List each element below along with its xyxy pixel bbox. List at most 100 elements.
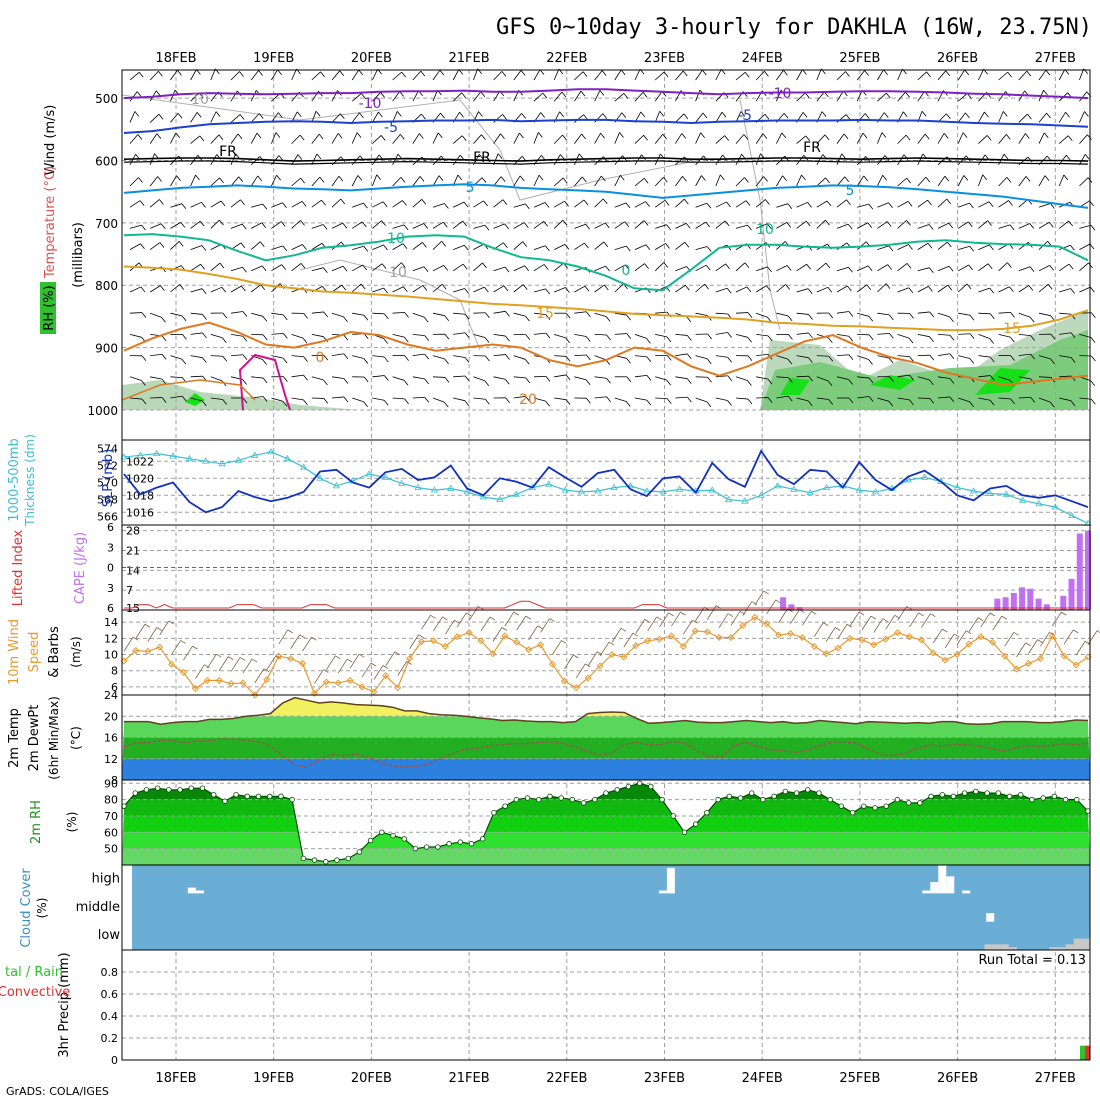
wind-barb bbox=[957, 175, 965, 187]
wind-speed-point bbox=[394, 684, 402, 692]
wind-barb bbox=[735, 200, 747, 208]
wind-barb-flag bbox=[821, 111, 827, 117]
wind-barb-10m-flag bbox=[489, 616, 496, 621]
wind-barb-flag bbox=[222, 399, 228, 405]
wind-barb bbox=[877, 264, 888, 272]
wind-barb bbox=[1038, 283, 1049, 293]
wind-barb-flag bbox=[363, 358, 369, 364]
wind-barb bbox=[352, 312, 365, 316]
wind-barb bbox=[432, 69, 441, 81]
wind-barb bbox=[998, 262, 1008, 272]
wind-barb bbox=[129, 91, 138, 102]
wind-barb-flag bbox=[1068, 263, 1074, 270]
wind-barb bbox=[735, 376, 748, 381]
wind-barb-10m bbox=[1016, 642, 1026, 658]
wind-barb bbox=[170, 203, 182, 208]
wind-barb-flag bbox=[843, 133, 849, 140]
wind-barb bbox=[170, 284, 180, 293]
wind-barb-flag bbox=[1043, 89, 1048, 96]
wind-barb-flag bbox=[726, 201, 731, 208]
wind-barb-flag bbox=[138, 72, 144, 78]
wind-barb-flag bbox=[808, 314, 813, 320]
wind-barb bbox=[1058, 112, 1066, 123]
wind-barb bbox=[816, 200, 828, 208]
rh-point bbox=[513, 796, 520, 803]
wind-barb-flag bbox=[258, 70, 263, 76]
wind-barb-flag bbox=[908, 287, 914, 293]
wind-barb bbox=[978, 244, 990, 250]
wind-barb bbox=[857, 396, 870, 399]
wind-barb-10m-flag bbox=[311, 636, 317, 641]
wind-barb-flag bbox=[461, 135, 467, 141]
thickness-point bbox=[806, 488, 814, 496]
wind-barb-10m-flag bbox=[168, 620, 174, 625]
wind-barb-flag bbox=[906, 263, 912, 269]
rh-point bbox=[805, 787, 811, 793]
wind-barb bbox=[432, 240, 442, 250]
wind-barb bbox=[412, 285, 424, 293]
wind-barb-10m bbox=[302, 636, 312, 652]
rh-tick-label: 50 bbox=[104, 843, 118, 856]
temp-tick-label: 16 bbox=[104, 732, 118, 745]
temp-tick-label: 20 bbox=[104, 710, 118, 723]
wind-barb-flag bbox=[707, 376, 712, 383]
wind-barb-flag bbox=[504, 223, 510, 230]
wind-barb bbox=[816, 397, 829, 400]
wind-barb-flag bbox=[845, 114, 851, 120]
wind-barb-10m bbox=[516, 615, 527, 631]
wind-barb-flag bbox=[949, 378, 955, 384]
wind-barb-flag bbox=[462, 220, 467, 227]
wind-barb-flag bbox=[199, 220, 205, 227]
wind-speed-point bbox=[882, 635, 890, 643]
wind-barb-flag bbox=[848, 267, 853, 273]
wind-barb-flag bbox=[868, 316, 874, 322]
thickness-point bbox=[871, 488, 880, 495]
rh-point bbox=[973, 788, 979, 795]
wind-barb-10m bbox=[980, 612, 991, 628]
wind-barb-flag bbox=[464, 313, 470, 320]
wind-barb bbox=[1059, 397, 1071, 402]
thickness-point bbox=[398, 479, 406, 486]
wind-barb bbox=[816, 376, 829, 382]
wind-barb bbox=[594, 198, 604, 208]
wind-barb bbox=[432, 376, 446, 378]
wind-barb-flag bbox=[141, 312, 147, 318]
wind-barb-flag bbox=[218, 134, 224, 141]
wind-barb-flag bbox=[989, 338, 994, 344]
thickness-point bbox=[218, 460, 226, 467]
wind-barb bbox=[453, 312, 466, 315]
wind-barb-flag bbox=[1010, 312, 1015, 318]
wind-barb bbox=[978, 334, 990, 339]
wind-speed-point bbox=[537, 641, 545, 649]
wind-barb bbox=[210, 111, 217, 123]
wind-barb-flag bbox=[137, 134, 143, 140]
wind-barb bbox=[553, 91, 563, 102]
wind-barb-10m-flag bbox=[430, 614, 436, 619]
wind-barb bbox=[937, 241, 948, 250]
wind-barb-flag bbox=[1050, 358, 1055, 365]
rh-point bbox=[950, 793, 957, 800]
wind-barb bbox=[917, 376, 930, 381]
wind-barb-flag bbox=[826, 200, 832, 207]
wind-barb-flag bbox=[925, 176, 931, 183]
wind-barb-flag bbox=[582, 71, 588, 77]
y-axis-units: (millibars) bbox=[71, 222, 86, 288]
wind-barb-10m-flag bbox=[680, 611, 686, 616]
cloud-bar-low bbox=[1049, 947, 1058, 950]
wind-barb bbox=[836, 223, 849, 229]
wind-barb-10m bbox=[397, 661, 408, 676]
wind-barb-flag bbox=[419, 176, 425, 182]
panel-frame bbox=[121, 949, 1091, 1061]
wind-barb bbox=[412, 176, 421, 187]
wind-barb-flag bbox=[502, 114, 507, 120]
wind-barb bbox=[1079, 111, 1085, 123]
wind-barb bbox=[836, 376, 849, 380]
wind-barb-flag bbox=[422, 285, 428, 291]
wind-barb-flag bbox=[828, 399, 834, 405]
wind-barb bbox=[796, 69, 803, 81]
wind-barb bbox=[210, 177, 220, 187]
wind-barb-flag bbox=[868, 377, 874, 384]
wind-barb-flag bbox=[584, 242, 589, 249]
wind-barb-flag bbox=[788, 377, 793, 383]
rh-point bbox=[323, 859, 329, 865]
